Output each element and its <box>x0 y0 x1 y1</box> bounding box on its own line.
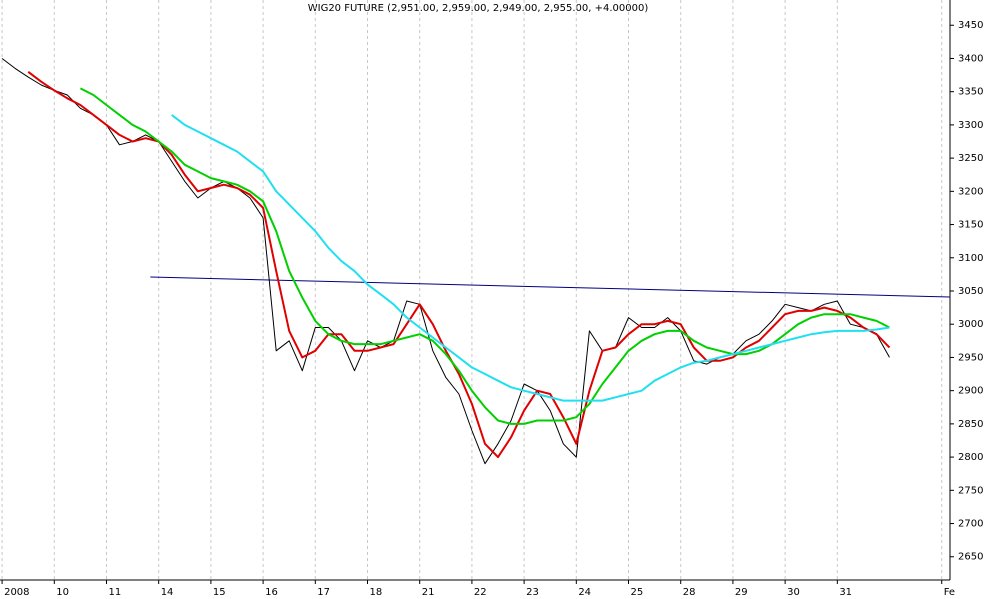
x-tick-label: 29 <box>735 587 748 598</box>
x-tick-label: 22 <box>474 587 487 598</box>
y-tick-label: 3300 <box>958 120 983 131</box>
x-tick-label: 24 <box>578 587 591 598</box>
series-line <box>27 71 891 459</box>
x-tick-label: 30 <box>787 587 800 598</box>
x-tick-label: 21 <box>422 587 435 598</box>
y-tick-label: 3150 <box>958 220 983 231</box>
series-line <box>1 58 890 465</box>
y-tick-label: 3100 <box>958 253 983 264</box>
x-tick-label: 16 <box>265 587 278 598</box>
y-tick-label: 3450 <box>958 20 983 31</box>
y-tick-label: 3200 <box>958 186 983 197</box>
x-tick-label: 31 <box>839 587 852 598</box>
y-tick-label: 3000 <box>958 319 983 330</box>
chart-title: WIG20 FUTURE (2,951.00, 2,959.00, 2,949.… <box>308 3 649 14</box>
y-tick-label: 2700 <box>958 519 983 530</box>
y-tick-label: 3400 <box>958 53 983 64</box>
y-tick-label: 2650 <box>958 552 983 563</box>
x-tick-label: 25 <box>631 587 644 598</box>
y-tick-label: 2900 <box>958 386 983 397</box>
y-tick-label: 3050 <box>958 286 983 297</box>
y-tick-label: 2750 <box>958 485 983 496</box>
x-tick-label: 23 <box>526 587 539 598</box>
x-tick-label: 2008 <box>4 587 29 598</box>
x-tick-label: 28 <box>683 587 696 598</box>
series-line <box>79 87 890 425</box>
x-tick-label: 14 <box>161 587 174 598</box>
y-tick-label: 2950 <box>958 352 983 363</box>
x-tick-label: Fe <box>944 587 955 598</box>
y-tick-label: 2800 <box>958 452 983 463</box>
y-tick-label: 3250 <box>958 153 983 164</box>
x-tick-label: 18 <box>370 587 383 598</box>
x-tick-label: 17 <box>317 587 330 598</box>
trend-line <box>150 276 951 298</box>
series-line <box>171 114 890 402</box>
x-tick-label: 10 <box>56 587 69 598</box>
y-tick-label: 3350 <box>958 87 983 98</box>
x-tick-label: 15 <box>213 587 226 598</box>
y-tick-label: 2850 <box>958 419 983 430</box>
x-tick-label: 11 <box>108 587 121 598</box>
